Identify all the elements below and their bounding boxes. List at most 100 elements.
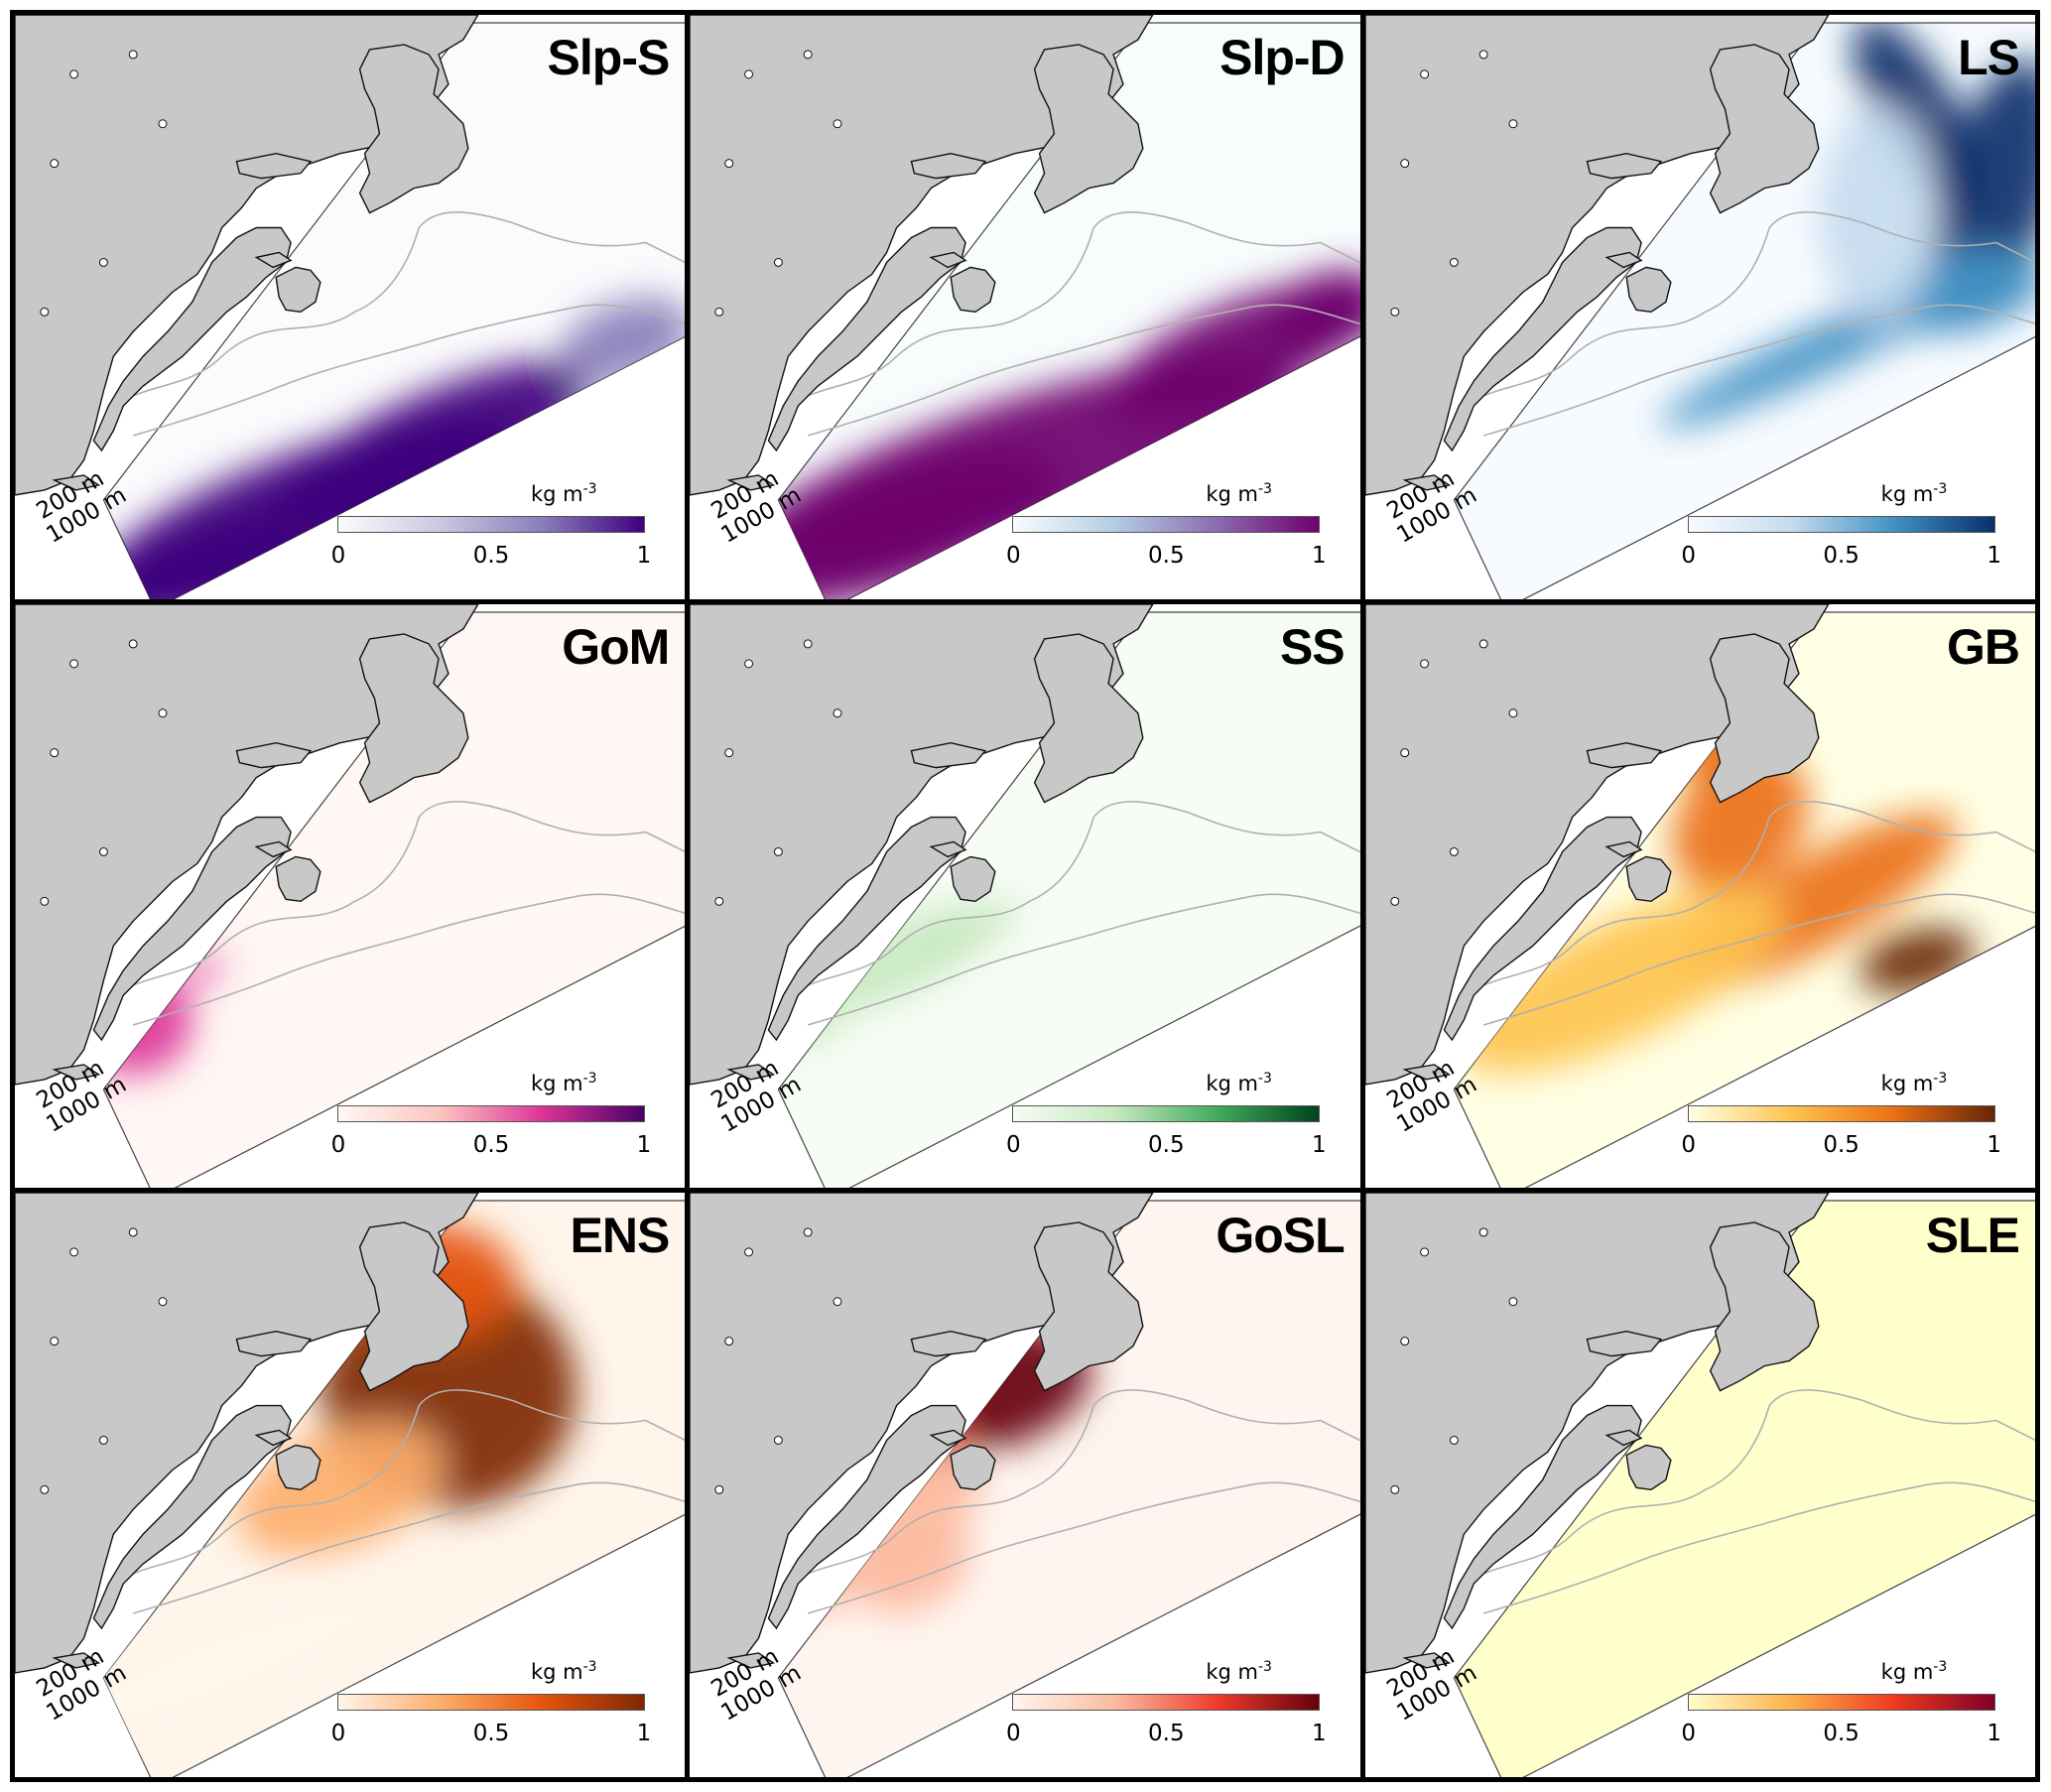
land-polygon: [275, 855, 321, 902]
land-polygon: [1443, 816, 1642, 1041]
land-mask: [690, 603, 1154, 1086]
lake: [128, 50, 138, 60]
lake: [98, 846, 108, 856]
lake: [1419, 69, 1429, 79]
lake: [1399, 1337, 1409, 1346]
land-polygon: [15, 15, 479, 496]
map-panel-slp-s: Slp-S 200 m 1000 m kg m-3 0 0.5 1: [15, 15, 686, 599]
colorbar-unit: kg m-3: [1880, 481, 1948, 506]
lake: [1389, 307, 1399, 317]
lake: [128, 1227, 138, 1237]
colorbar-tick-1: 1: [1987, 1131, 2001, 1158]
colorbar-unit: kg m-3: [531, 481, 597, 506]
isobath-200m: [783, 1389, 1360, 1591]
isobath-200m: [107, 800, 686, 1001]
land-polygon: [1625, 266, 1672, 314]
map-panel-ls: LS 200 m 1000 m kg m-3 0 0.5 1: [1364, 15, 2035, 599]
panel-label: GB: [1946, 618, 2020, 675]
land-polygon: [1625, 855, 1672, 902]
land-polygon: [929, 840, 967, 857]
isobath-1000m: [132, 1481, 686, 1615]
colorbar-tick-0.5: 0.5: [1148, 1131, 1185, 1158]
land-polygon: [767, 1405, 967, 1630]
lake: [744, 1247, 754, 1257]
tracer-patch: [180, 955, 224, 985]
colorbar-tick-0.5: 0.5: [1823, 1131, 1859, 1158]
lake: [1419, 1247, 1429, 1257]
land-polygon: [92, 1405, 292, 1630]
land-polygon: [358, 44, 469, 214]
panel-label: SLE: [1925, 1208, 2020, 1264]
colorbar-tick-1: 1: [1987, 543, 2001, 569]
land-polygon: [15, 1193, 479, 1674]
map-panel-ss: SS 200 m 1000 m kg m-3 0 0.5 1: [690, 603, 1360, 1189]
land-polygon: [726, 474, 776, 491]
land-mask: [690, 1193, 1154, 1674]
land-polygon: [690, 603, 1154, 1086]
map-canvas: [1364, 15, 2035, 599]
lake: [774, 1436, 784, 1446]
lake: [69, 69, 79, 79]
lake: [40, 1485, 50, 1495]
map-canvas: [15, 1193, 686, 1777]
map-canvas: [690, 603, 1360, 1189]
colorbar-tick-1: 1: [636, 1131, 652, 1158]
land-polygon: [1443, 1405, 1642, 1630]
colorbar: [1012, 1104, 1321, 1122]
land-polygon: [1364, 1193, 1830, 1674]
land-polygon: [726, 1652, 776, 1669]
tracer-patch: [103, 508, 323, 599]
colorbar-tick-0.5: 0.5: [1148, 1721, 1185, 1747]
colorbar-unit: kg m-3: [531, 1659, 597, 1685]
land-polygon: [910, 741, 987, 768]
land-polygon: [910, 152, 987, 180]
colorbar-tick-0.5: 0.5: [1148, 543, 1185, 569]
lake: [40, 307, 50, 317]
lake: [724, 159, 734, 169]
panel-label: GoM: [562, 618, 670, 675]
colorbar-unit: kg m-3: [1206, 481, 1272, 506]
lake: [1449, 1436, 1459, 1446]
colorbar-tick-0: 0: [1681, 1131, 1696, 1158]
lake: [774, 257, 784, 267]
land-polygon: [1443, 226, 1642, 452]
colorbar: [337, 516, 645, 533]
lake: [1478, 639, 1488, 649]
lake: [158, 119, 168, 129]
tracer-patch: [1273, 269, 1360, 355]
map-canvas: [690, 1193, 1360, 1777]
land-polygon: [1402, 1652, 1451, 1669]
tracer-concentration-field: [1659, 22, 2035, 429]
isobath-1000m: [132, 893, 686, 1026]
map-canvas: [15, 15, 686, 599]
map-panel-gb: GB 200 m 1000 m kg m-3 0 0.5 1: [1364, 603, 2035, 1189]
tracer-patch: [266, 360, 591, 541]
lake: [774, 846, 784, 856]
colorbar-unit: kg m-3: [531, 1070, 597, 1095]
land-polygon: [254, 251, 293, 269]
lake: [1478, 1227, 1488, 1237]
lake: [1478, 50, 1488, 60]
land-polygon: [1586, 1331, 1662, 1357]
land-polygon: [726, 1063, 776, 1081]
land-mask: [15, 603, 479, 1086]
lake: [1419, 659, 1429, 669]
land-polygon: [910, 1331, 987, 1357]
lake: [158, 707, 168, 717]
isobath-1000m: [132, 304, 686, 437]
land-polygon: [1709, 44, 1820, 214]
isobath-200m: [1458, 800, 2035, 1001]
panel-label: Slp-D: [1219, 30, 1346, 85]
land-mask: [15, 15, 479, 496]
land-polygon: [1604, 840, 1643, 857]
land-polygon: [52, 1652, 101, 1669]
colorbar-tick-0.5: 0.5: [472, 543, 510, 569]
colorbar: [1012, 1694, 1321, 1712]
land-polygon: [929, 251, 967, 269]
colorbar-tick-0.5: 0.5: [1823, 543, 1859, 569]
lake: [833, 707, 842, 717]
tracer-patch: [1458, 887, 1784, 1074]
colorbar-tick-1: 1: [636, 543, 652, 569]
lake: [714, 307, 724, 317]
colorbar: [337, 1104, 645, 1122]
